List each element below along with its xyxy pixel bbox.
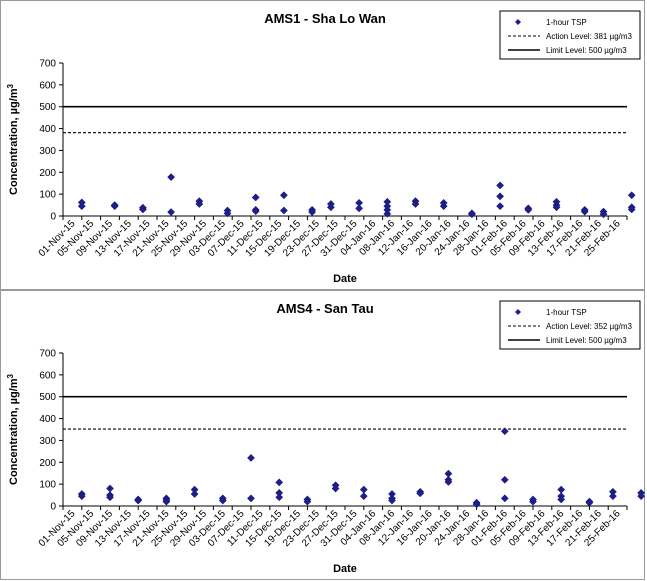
data-point [106, 484, 114, 493]
data-point [444, 478, 453, 486]
legend-marker-tsp [515, 19, 521, 25]
data-point [326, 203, 335, 212]
data-point [496, 202, 505, 211]
y-tick-label: 100 [39, 480, 56, 491]
data-point [439, 202, 448, 211]
data-point [355, 204, 364, 213]
data-point [162, 497, 171, 506]
y-tick-label: 400 [39, 414, 56, 425]
y-tick-label: 400 [39, 124, 56, 135]
legend-label-action: Action Level: 381 µg/m3 [546, 32, 633, 41]
y-tick-label: 500 [39, 102, 56, 113]
data-point [251, 193, 260, 202]
data-point [247, 453, 255, 462]
data-point [251, 207, 260, 216]
y-axis-title: Concentration, µg/m3 [6, 373, 20, 485]
y-axis-title: Concentration, µg/m3 [6, 83, 20, 195]
data-point [167, 208, 176, 217]
data-point [223, 209, 232, 218]
data-point [416, 489, 425, 498]
data-point [106, 493, 114, 502]
y-tick-label: 600 [39, 80, 56, 91]
legend: 1-hour TSP Action Level: 381 µg/m3 Limit L… [499, 10, 641, 60]
data-point [585, 498, 594, 507]
data-point [557, 495, 566, 504]
data-point [138, 205, 147, 214]
data-point [359, 485, 368, 494]
data-point [190, 490, 199, 498]
y-tick-label: 100 [39, 190, 56, 201]
data-point [77, 492, 86, 501]
y-axis-title-text: Concentration, µg/m [8, 378, 20, 485]
legend: 1-hour TSP Action Level: 352 µg/m3 Limit L… [499, 300, 641, 350]
data-point [608, 492, 617, 501]
data-point [383, 209, 392, 218]
data-point [275, 493, 284, 502]
data-point [411, 200, 420, 208]
y-tick-label: 200 [39, 168, 56, 179]
y-tick-label: 600 [39, 370, 56, 381]
ams4-chart: AMS4 - San Tau010020030040050060070001-N… [6, 300, 646, 575]
data-point [331, 484, 340, 493]
ams1-chart: AMS1 - Sha Lo Wan01002003004005006007000… [6, 10, 641, 285]
legend-box [499, 10, 641, 60]
legend-label-limit: Limit Level: 500 µg/m3 [546, 336, 627, 345]
legend-label-tsp: 1-hour TSP [546, 18, 587, 27]
data-point [303, 497, 312, 506]
x-axis-title: Date [333, 273, 357, 285]
data-point [496, 181, 505, 190]
data-point [627, 205, 636, 214]
data-point [557, 485, 566, 494]
y-axis-title-text: Concentration, µg/m [8, 88, 20, 195]
y-axis-title-superscript: 3 [6, 83, 15, 88]
data-point [195, 200, 204, 208]
x-axis-title: Date [333, 563, 357, 575]
y-tick-label: 300 [39, 436, 56, 447]
data-point [524, 205, 533, 214]
data-point [500, 494, 509, 503]
y-tick-label: 200 [39, 458, 56, 469]
data-point [218, 496, 227, 505]
data-point [637, 492, 646, 501]
y-tick-label: 0 [50, 502, 56, 513]
data-point [247, 494, 255, 503]
legend-label-tsp: 1-hour TSP [546, 308, 587, 317]
legend-box [499, 300, 641, 350]
data-point [110, 202, 119, 211]
chart-title: AMS1 - Sha Lo Wan [264, 11, 386, 26]
data-point [529, 497, 537, 506]
legend-marker-tsp [515, 309, 521, 315]
data-point [279, 191, 288, 200]
y-tick-label: 700 [39, 349, 56, 360]
data-point [472, 500, 481, 509]
data-point [496, 192, 505, 201]
legend-label-limit: Limit Level: 500 µg/m3 [546, 46, 627, 55]
y-tick-label: 700 [39, 59, 56, 70]
data-point [500, 475, 509, 484]
data-point [388, 496, 396, 505]
y-tick-label: 500 [39, 392, 56, 403]
data-point [167, 173, 176, 182]
data-point [552, 203, 561, 212]
data-point [275, 478, 284, 487]
data-point [134, 496, 143, 505]
chart-panel-ams4: AMS4 - San Tau 0 100 200 300 400 500 600 700 01-N… [0, 290, 646, 580]
y-tick-label: 300 [39, 146, 56, 157]
data-point [279, 206, 288, 215]
data-point [359, 492, 368, 501]
chart-title: AMS4 - San Tau [276, 301, 373, 316]
data-point [77, 202, 86, 211]
data-point [627, 191, 636, 200]
data-point [599, 210, 608, 219]
legend-label-action: Action Level: 352 µg/m3 [546, 322, 633, 331]
data-point [467, 210, 476, 219]
chart-panel-ams1: AMS1 - Sha Lo Wan 0 100 200 300 400 500 600 700 0… [0, 0, 645, 290]
data-point [308, 208, 317, 217]
y-axis-title-superscript: 3 [6, 373, 15, 378]
data-point [580, 207, 589, 216]
data-point [500, 427, 509, 436]
y-tick-label: 0 [50, 212, 56, 223]
